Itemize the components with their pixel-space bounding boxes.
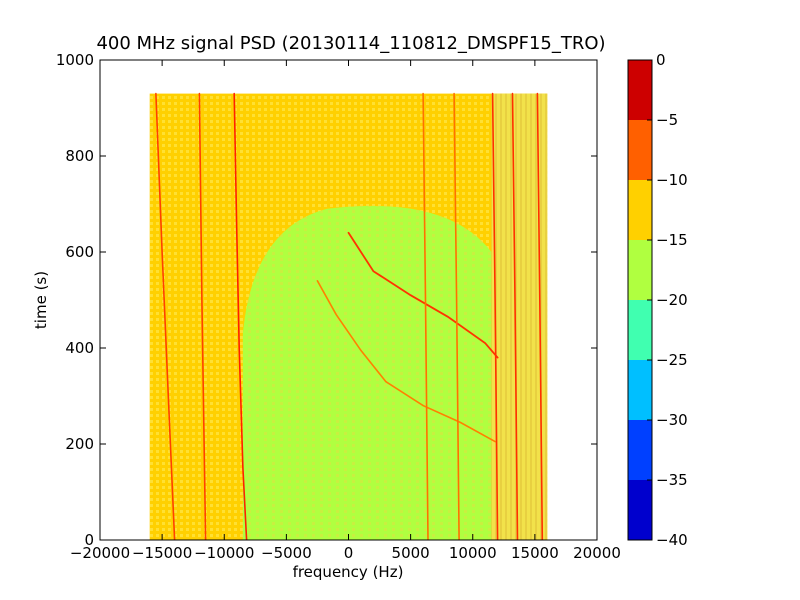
y-tick-label: 400 <box>65 339 94 357</box>
colorbar: −40 −35 −30 −25 −20 −15 −10 −5 0 <box>627 51 688 549</box>
trace-line-g <box>511 92 519 540</box>
heatmap-region-1 <box>242 205 492 540</box>
trace-line-a <box>233 92 248 540</box>
colorbar-tick-label: −10 <box>656 171 688 189</box>
colorbar-tick-label: 0 <box>656 51 666 69</box>
x-tick-label: −15000 <box>132 544 192 562</box>
heatmap-layer <box>149 93 548 540</box>
colorbar-tick-label: −5 <box>656 111 678 129</box>
x-tick-label: 15000 <box>511 544 559 562</box>
colorbar-segment <box>628 360 652 420</box>
x-tick-label: 20000 <box>573 544 621 562</box>
colorbar-segment <box>628 480 652 540</box>
y-axis-label: time (s) <box>32 271 50 329</box>
trace-doppler-main <box>347 231 499 359</box>
colorbar-tick-label: −15 <box>656 231 688 249</box>
trace-line-h <box>536 92 544 540</box>
colorbar-segment <box>628 240 652 300</box>
colorbar-tick-label: −30 <box>656 411 688 429</box>
trace-doppler-secondary <box>316 280 496 443</box>
y-tick-label: 0 <box>84 531 94 549</box>
x-axis: −20000 −15000 −10000 −5000 0 5000 10000 15000 20… <box>70 60 621 562</box>
y-tick-label: 600 <box>65 243 94 261</box>
colorbar-segment <box>628 420 652 480</box>
y-axis: 0 200 400 600 800 1000 <box>56 51 597 549</box>
trace-line-c <box>198 92 207 540</box>
trace-line-b <box>155 92 176 540</box>
colorbar-tick-label: −35 <box>656 471 688 489</box>
signal-traces <box>155 92 544 540</box>
x-tick-label: −5000 <box>261 544 312 562</box>
x-tick-label: −10000 <box>194 544 254 562</box>
colorbar-segment <box>628 300 652 360</box>
y-tick-label: 800 <box>65 147 94 165</box>
colorbar-segment <box>628 120 652 180</box>
colorbar-segment <box>628 60 652 120</box>
colorbar-tick-label: −20 <box>656 291 688 309</box>
x-tick-label: 5000 <box>392 544 430 562</box>
trace-line-d <box>422 92 429 540</box>
x-tick-label: 0 <box>344 544 354 562</box>
x-tick-label: 10000 <box>449 544 497 562</box>
colorbar-segment <box>628 180 652 240</box>
y-tick-label: 200 <box>65 435 94 453</box>
trace-line-e <box>453 92 460 540</box>
chart-title: 400 MHz signal PSD (20130114_110812_DMSP… <box>96 33 605 54</box>
y-tick-label: 1000 <box>56 51 94 69</box>
x-tick-label: −20000 <box>70 544 130 562</box>
x-axis-label: frequency (Hz) <box>293 563 404 581</box>
trace-line-f <box>491 92 499 540</box>
colorbar-tick-label: −25 <box>656 351 688 369</box>
colorbar-tick-label: −40 <box>656 531 688 549</box>
